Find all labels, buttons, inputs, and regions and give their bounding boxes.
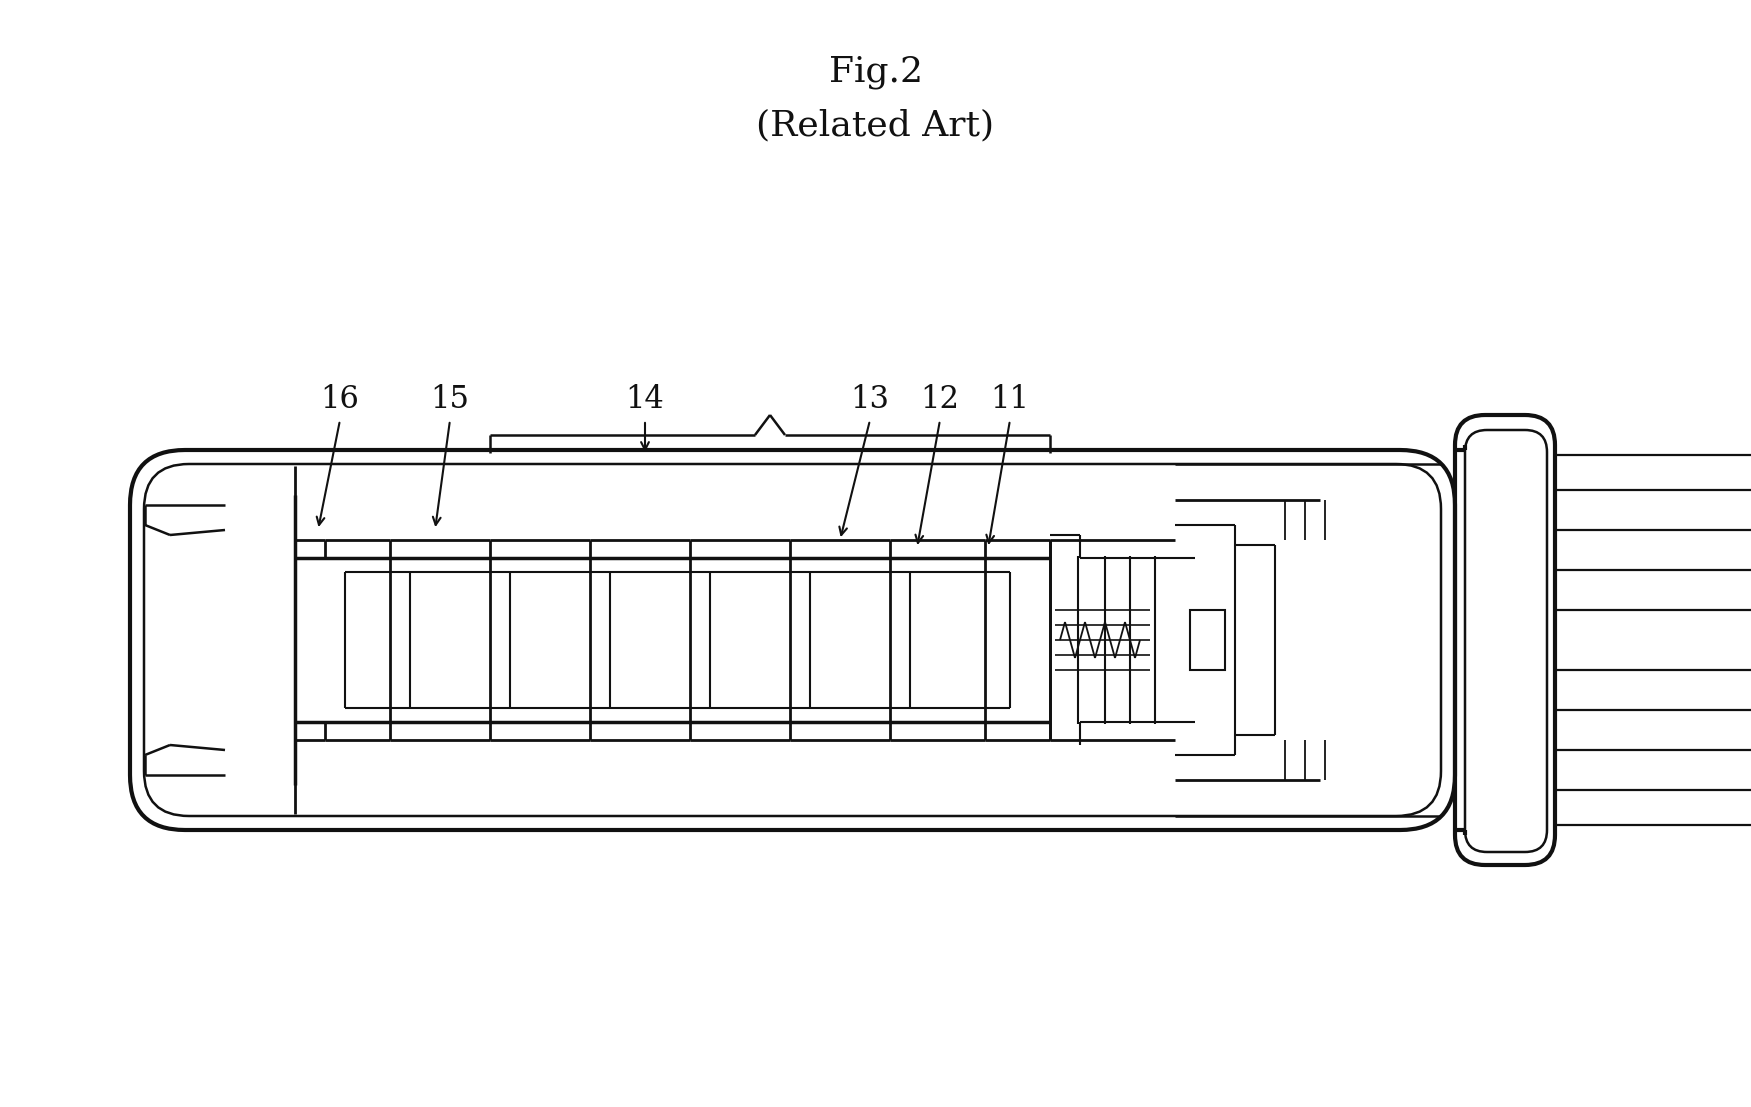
Text: Fig.2: Fig.2 xyxy=(828,55,923,89)
Text: (Related Art): (Related Art) xyxy=(756,108,995,142)
Text: 14: 14 xyxy=(625,384,664,415)
Text: 15: 15 xyxy=(431,384,469,415)
Text: 11: 11 xyxy=(991,384,1030,415)
Bar xyxy=(1191,610,1226,670)
Text: 12: 12 xyxy=(921,384,960,415)
Text: 13: 13 xyxy=(851,384,890,415)
Text: 16: 16 xyxy=(320,384,359,415)
